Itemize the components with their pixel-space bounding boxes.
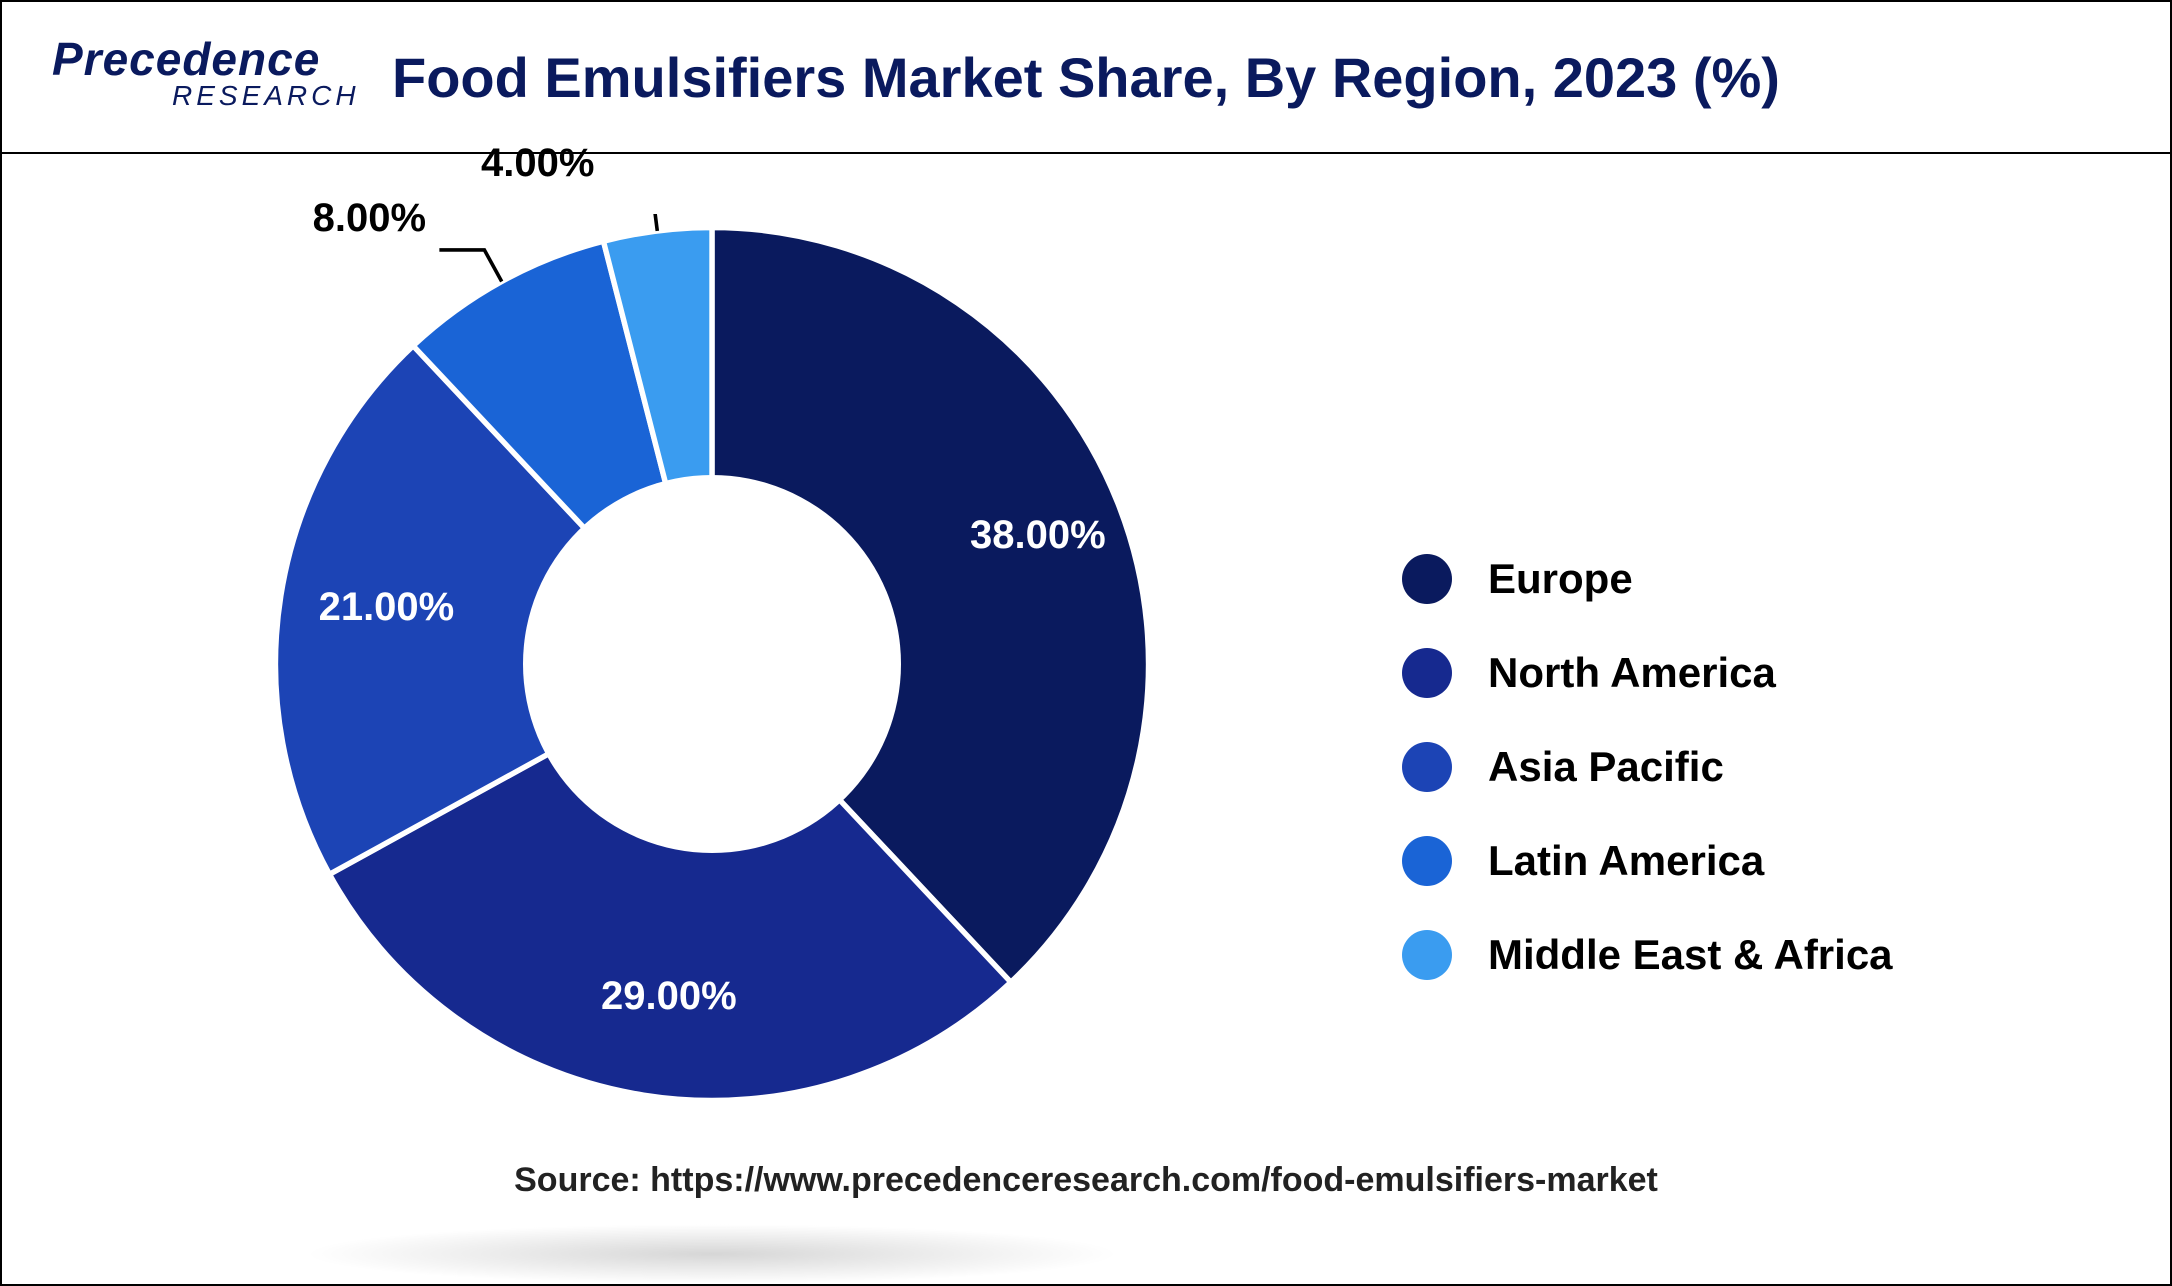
legend-item: Middle East & Africa	[1402, 930, 1893, 980]
legend-label: Middle East & Africa	[1488, 931, 1893, 979]
legend-item: Europe	[1402, 554, 1893, 604]
header: Precedence RESEARCH Food Emulsifiers Mar…	[2, 2, 2170, 154]
logo-main: Precedence	[52, 32, 360, 86]
logo: Precedence RESEARCH	[52, 32, 360, 112]
legend-label: Latin America	[1488, 837, 1764, 885]
legend-swatch	[1402, 836, 1452, 886]
chart-container: Precedence RESEARCH Food Emulsifiers Mar…	[0, 0, 2172, 1286]
legend-item: Asia Pacific	[1402, 742, 1893, 792]
legend-swatch	[1402, 930, 1452, 980]
pct-label: 21.00%	[306, 585, 466, 630]
legend-swatch	[1402, 554, 1452, 604]
legend-label: Asia Pacific	[1488, 743, 1724, 791]
chart-shadow	[302, 1224, 1122, 1284]
legend: Europe North America Asia Pacific Latin Ame…	[1402, 554, 1893, 1024]
pct-label: 4.00%	[458, 141, 618, 186]
source-text: Source: https://www.precedenceresearch.c…	[2, 1161, 2170, 1200]
legend-item: North America	[1402, 648, 1893, 698]
legend-label: North America	[1488, 649, 1776, 697]
chart-body: 38.00%29.00%21.00%8.00%4.00% EuropeNorth…	[2, 154, 2170, 1234]
legend-swatch	[1402, 742, 1452, 792]
pct-label: 8.00%	[289, 196, 449, 241]
donut-chart: 38.00%29.00%21.00%8.00%4.00%	[262, 214, 1162, 1114]
pct-label: 29.00%	[589, 974, 749, 1019]
legend-item: Latin America	[1402, 836, 1893, 886]
legend-label: Europe	[1488, 555, 1633, 603]
logo-sub: RESEARCH	[172, 80, 360, 112]
legend-swatch	[1402, 648, 1452, 698]
pct-label: 38.00%	[958, 513, 1118, 558]
